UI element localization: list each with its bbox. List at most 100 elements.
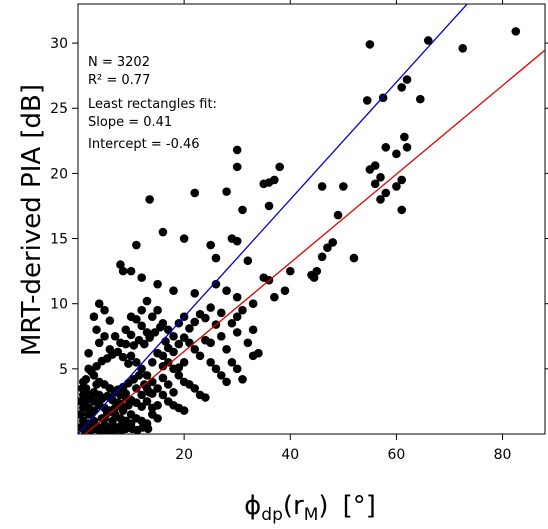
data-point-69: [227, 318, 237, 328]
data-point-35: [190, 188, 200, 198]
data-point-263: [132, 315, 141, 324]
data-point-59: [211, 279, 221, 289]
data-point-17: [397, 175, 407, 185]
data-point-88: [94, 338, 104, 348]
data-point-20: [376, 195, 385, 204]
data-point-100: [169, 331, 178, 341]
data-point-191: [134, 371, 144, 380]
data-point-30: [309, 273, 319, 282]
data-point-262: [142, 328, 152, 337]
data-point-258: [206, 303, 215, 312]
data-point-12: [381, 143, 391, 152]
data-point-86: [100, 331, 109, 341]
data-point-264: [126, 330, 136, 340]
x-title-r-subscript: M: [304, 505, 319, 525]
data-point-179: [79, 390, 88, 400]
data-point-2: [423, 36, 433, 45]
data-point-183: [92, 380, 101, 389]
data-point-107: [206, 358, 215, 367]
data-point-248: [153, 348, 162, 358]
data-point-26: [317, 252, 327, 262]
data-point-18: [392, 182, 401, 191]
plot-frame: [77, 3, 546, 435]
data-point-22: [339, 182, 348, 191]
data-point-49: [211, 253, 221, 263]
annotation-r2: R² = 0.77: [88, 73, 150, 88]
data-point-225: [158, 373, 168, 383]
data-point-63: [126, 266, 136, 276]
data-point-223: [147, 389, 157, 398]
data-point-14: [365, 165, 375, 174]
data-point-224: [153, 401, 162, 410]
data-point-222: [142, 384, 152, 393]
data-point-61: [169, 286, 178, 295]
data-point-8: [362, 96, 372, 105]
data-point-127: [132, 358, 141, 367]
x-title-phi-subscript: dp: [261, 505, 283, 525]
data-point-110: [222, 377, 231, 387]
data-point-104: [190, 345, 200, 354]
data-point-6: [415, 94, 425, 104]
data-point-218: [121, 389, 131, 398]
data-point-34: [222, 187, 231, 196]
y-tick-label-5: 5: [59, 362, 68, 378]
data-point-255: [190, 317, 200, 327]
data-point-209: [155, 322, 165, 332]
fit-line-0: [78, 4, 469, 434]
y-tick-label-20: 20: [50, 166, 68, 182]
data-point-74: [216, 331, 226, 341]
data-point-206: [140, 339, 149, 349]
data-point-133: [142, 397, 152, 406]
data-point-21: [397, 205, 407, 215]
x-title-phi: ϕ: [244, 491, 261, 521]
axis-ticks: 20 40 60 80 5 10 15 20 25 30: [50, 0, 548, 463]
data-point-105: [195, 351, 205, 361]
data-point-228: [174, 363, 184, 372]
data-point-201: [113, 347, 123, 357]
data-point-67: [238, 305, 247, 315]
data-point-126: [126, 351, 136, 361]
data-point-109: [216, 371, 226, 380]
y-tick-label-25: 25: [50, 101, 68, 117]
data-point-120: [153, 384, 162, 393]
data-point-92: [121, 325, 131, 335]
data-point-4: [402, 75, 412, 84]
data-point-131: [132, 384, 141, 393]
data-point-140: [153, 414, 162, 423]
x-tick-label-20: 20: [175, 447, 193, 463]
y-tick-label-10: 10: [50, 297, 68, 313]
data-point-71: [243, 338, 253, 348]
data-point-31: [328, 238, 338, 247]
data-point-202: [118, 352, 128, 362]
data-point-66: [118, 266, 128, 276]
y-tick-label-15: 15: [50, 232, 68, 248]
data-point-208: [150, 328, 160, 337]
data-point-60: [190, 288, 200, 298]
data-point-247: [147, 358, 157, 367]
data-point-231: [78, 410, 85, 419]
data-point-80: [248, 351, 258, 361]
data-point-25: [323, 243, 332, 252]
data-point-57: [232, 292, 242, 302]
points-layer: [78, 27, 521, 434]
data-point-254: [185, 324, 194, 333]
data-point-95: [142, 296, 152, 306]
data-point-227: [169, 388, 178, 397]
data-point-261: [137, 321, 146, 331]
data-point-257: [201, 313, 210, 323]
data-point-45: [206, 240, 215, 250]
data-point-32: [232, 145, 242, 155]
x-tick-label-60: 60: [387, 447, 405, 463]
data-point-260: [216, 308, 226, 318]
x-title-close: ): [318, 491, 328, 521]
data-point-232: [78, 397, 85, 406]
data-point-9: [400, 132, 409, 142]
data-point-195: [81, 374, 91, 384]
y-tick-label-30: 30: [50, 36, 68, 52]
data-point-229: [179, 358, 189, 367]
annotation-fit-label: Least rectangles fit:: [88, 97, 217, 112]
data-point-129: [142, 371, 152, 380]
data-point-5: [397, 83, 407, 92]
data-point-27: [349, 253, 359, 263]
x-title-open: (r: [283, 491, 304, 521]
